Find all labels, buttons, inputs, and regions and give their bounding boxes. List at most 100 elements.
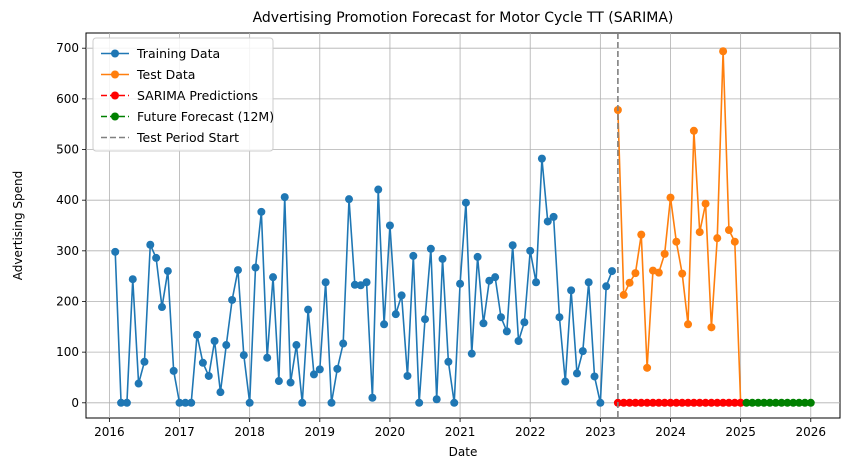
data-point bbox=[263, 353, 272, 362]
data-point bbox=[251, 263, 260, 272]
data-point bbox=[432, 395, 441, 404]
data-point bbox=[684, 398, 693, 407]
data-point bbox=[795, 398, 804, 407]
data-point bbox=[590, 372, 599, 381]
data-point bbox=[625, 278, 634, 287]
data-point bbox=[637, 398, 646, 407]
data-point bbox=[654, 268, 663, 277]
data-point bbox=[789, 398, 798, 407]
data-point bbox=[345, 195, 354, 204]
legend-item: Test Period Start bbox=[101, 130, 239, 145]
data-point bbox=[719, 398, 728, 407]
data-point bbox=[181, 398, 190, 407]
data-point bbox=[374, 185, 383, 194]
data-point bbox=[450, 398, 459, 407]
data-point bbox=[666, 398, 675, 407]
data-point bbox=[514, 337, 523, 345]
data-point bbox=[438, 254, 447, 263]
data-point bbox=[549, 212, 558, 221]
data-point bbox=[350, 280, 359, 289]
legend-box bbox=[92, 37, 274, 152]
data-point bbox=[719, 47, 728, 56]
data-point bbox=[695, 228, 704, 237]
data-point bbox=[502, 327, 511, 336]
data-point bbox=[619, 398, 628, 407]
x-tick-label: 2025 bbox=[725, 425, 756, 439]
data-point bbox=[537, 154, 546, 163]
y-tick-label: 200 bbox=[56, 294, 79, 308]
x-axis-label: Date bbox=[449, 445, 478, 459]
data-point bbox=[701, 398, 710, 407]
data-point bbox=[269, 273, 278, 282]
legend-swatch-marker bbox=[111, 70, 119, 79]
data-point bbox=[140, 357, 149, 366]
data-point bbox=[561, 377, 570, 386]
data-point bbox=[707, 323, 716, 332]
data-point bbox=[695, 398, 704, 407]
data-point bbox=[415, 398, 424, 407]
data-point bbox=[216, 388, 225, 397]
data-point bbox=[421, 315, 430, 324]
data-point bbox=[204, 371, 213, 380]
y-tick-label: 600 bbox=[56, 92, 79, 106]
data-point bbox=[456, 279, 465, 288]
data-point bbox=[473, 252, 482, 261]
data-point bbox=[175, 398, 184, 407]
data-point bbox=[508, 241, 517, 250]
legend-label: Future Forecast (12M) bbox=[137, 109, 274, 124]
y-axis-ticks: 0 100 200 300 400 500 600 700 bbox=[56, 41, 86, 410]
series-layer bbox=[111, 47, 815, 407]
series-3 bbox=[742, 398, 815, 407]
data-point bbox=[532, 278, 541, 287]
data-point bbox=[228, 295, 237, 304]
data-point bbox=[245, 398, 254, 407]
legend-label: Test Period Start bbox=[136, 130, 239, 145]
legend-item: Training Data bbox=[101, 46, 220, 61]
x-tick-label: 2019 bbox=[305, 425, 336, 439]
legend: Training Data Test Data SARIMA Predictions… bbox=[92, 37, 274, 152]
data-point bbox=[491, 273, 500, 282]
data-point bbox=[771, 398, 780, 407]
data-point bbox=[572, 369, 581, 378]
data-point bbox=[286, 378, 295, 387]
data-point bbox=[111, 247, 120, 256]
data-point bbox=[193, 330, 202, 339]
data-point bbox=[426, 244, 435, 253]
data-point bbox=[754, 398, 763, 407]
data-point bbox=[403, 371, 412, 380]
data-point bbox=[578, 347, 587, 356]
legend-swatch-marker bbox=[111, 112, 119, 121]
chart-title: Advertising Promotion Forecast for Motor… bbox=[253, 10, 674, 26]
data-point bbox=[678, 398, 687, 407]
data-point bbox=[777, 398, 786, 407]
data-point bbox=[660, 398, 669, 407]
x-tick-label: 2023 bbox=[585, 425, 616, 439]
data-point bbox=[672, 237, 681, 246]
data-point bbox=[239, 351, 248, 360]
data-point bbox=[233, 266, 242, 275]
data-point bbox=[678, 269, 687, 278]
data-point bbox=[187, 398, 196, 407]
x-tick-label: 2017 bbox=[164, 425, 195, 439]
data-point bbox=[485, 276, 494, 285]
data-point bbox=[362, 278, 371, 287]
y-tick-label: 100 bbox=[56, 345, 79, 359]
data-point bbox=[169, 366, 178, 375]
data-point bbox=[321, 278, 330, 287]
data-point bbox=[765, 398, 774, 407]
data-point bbox=[543, 217, 552, 226]
data-point bbox=[707, 398, 716, 407]
x-tick-label: 2016 bbox=[94, 425, 125, 439]
data-point bbox=[689, 398, 698, 407]
x-axis-ticks: 2016 2017 2018 2019 2020 2021 2022 2023 2024 2025… bbox=[94, 418, 826, 439]
data-point bbox=[146, 240, 155, 249]
y-tick-label: 400 bbox=[56, 193, 79, 207]
x-tick-label: 2021 bbox=[445, 425, 476, 439]
data-point bbox=[128, 275, 137, 284]
data-point bbox=[619, 290, 628, 299]
data-point bbox=[660, 249, 669, 258]
data-point bbox=[292, 341, 301, 350]
data-point bbox=[163, 267, 172, 276]
data-point bbox=[134, 379, 143, 388]
data-point bbox=[479, 319, 488, 328]
